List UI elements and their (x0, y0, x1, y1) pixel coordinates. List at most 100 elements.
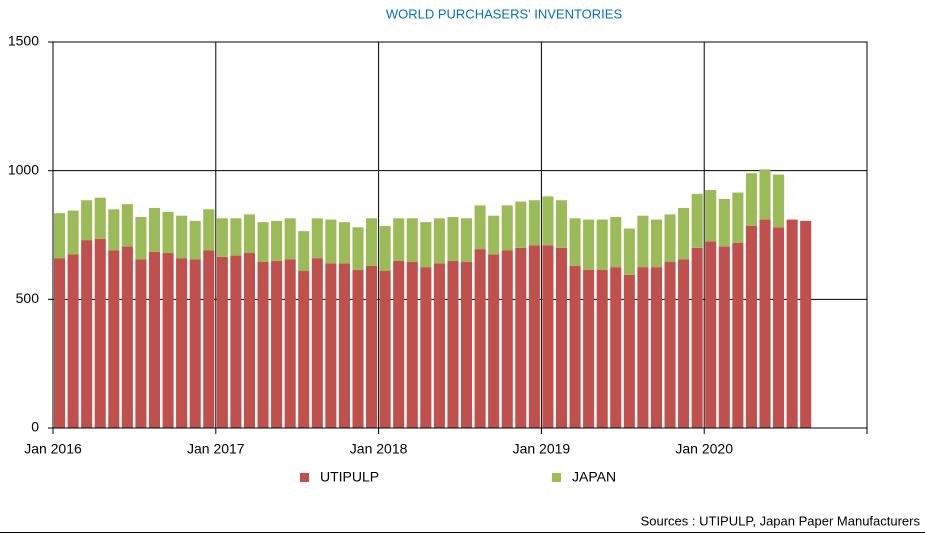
bar-segment (447, 260, 459, 428)
y-tick-label: 500 (16, 290, 40, 306)
bar-segment (94, 238, 106, 428)
bar-segment (773, 227, 785, 428)
bar-segment (650, 267, 662, 428)
bar-segment (67, 210, 79, 255)
x-tick-label: Jan 2016 (24, 441, 82, 457)
bar-segment (325, 263, 337, 428)
bar-segment (461, 262, 473, 428)
bar-segment (718, 198, 730, 247)
bar-segment (176, 215, 188, 259)
bar-segment (501, 205, 513, 251)
bar-segment (583, 269, 595, 428)
bar-segment (54, 258, 66, 428)
bar-segment (569, 218, 581, 266)
bar-segment (555, 247, 568, 428)
bar-segment (596, 269, 608, 428)
bar-segment (691, 247, 703, 428)
bar-segment (257, 222, 269, 263)
bar-segment (447, 216, 459, 261)
bar-segment (81, 240, 93, 428)
source-note: Sources : UTIPULP, Japan Paper Manufactu… (641, 513, 921, 528)
y-tick-label: 0 (31, 419, 39, 435)
bar-segment (623, 274, 635, 428)
bar-segment (800, 220, 812, 428)
bar-segment (705, 241, 717, 428)
chart-title: WORLD PURCHASERS' INVENTORIES (386, 6, 623, 21)
bar-segment (637, 215, 649, 268)
bar-segment (637, 267, 649, 428)
bar-segment (691, 193, 703, 248)
bar-segment (433, 218, 445, 264)
bar-segment (108, 250, 120, 428)
x-tick-label: Jan 2018 (350, 441, 408, 457)
bar-segment (433, 263, 445, 428)
bar-segment (366, 265, 378, 428)
bar-segment (596, 219, 608, 270)
bar-segment (121, 204, 133, 247)
bar-segment (189, 259, 201, 428)
legend-swatch (300, 473, 309, 482)
bar-segment (406, 262, 418, 428)
bar-segment (243, 253, 255, 428)
bar-segment (678, 207, 690, 260)
y-tick-label: 1000 (8, 161, 39, 177)
bar-segment (271, 260, 283, 428)
bar-segment (81, 200, 93, 241)
bar-segment (420, 222, 432, 268)
bar-segment (773, 174, 785, 228)
bar-segment (650, 219, 662, 268)
bar-segment (569, 265, 581, 428)
bar-segment (352, 269, 364, 428)
bar-segment (121, 246, 133, 428)
bar-segment (759, 219, 771, 428)
bar-segment (203, 250, 215, 428)
bar-segment (67, 254, 79, 428)
y-tick-label: 1500 (8, 33, 39, 49)
bar-segment (488, 254, 500, 428)
bar-segment (352, 227, 364, 270)
bar-segment (311, 218, 323, 259)
bar-segment (243, 214, 255, 254)
bar-segment (515, 247, 527, 428)
bar-segment (583, 219, 595, 270)
bar-segment (216, 218, 228, 257)
bar-segment (542, 245, 554, 428)
bar-segment (54, 213, 66, 259)
bar-segment (406, 218, 418, 263)
bar-segment (230, 255, 242, 428)
bar-segment (678, 259, 690, 428)
bar-segment (338, 222, 350, 264)
bar-segment (420, 267, 432, 428)
bar-segment (176, 258, 188, 428)
bar-segment (393, 260, 405, 428)
bar-segment (148, 251, 161, 428)
bar-segment (148, 207, 161, 252)
bar-segment (298, 231, 310, 272)
bar-segment (528, 200, 540, 246)
bar-segment (664, 262, 676, 428)
bar-segment (610, 216, 622, 268)
bar-segment (271, 220, 283, 261)
bar-segment (189, 220, 201, 260)
bar-segment (162, 211, 174, 254)
bar-segment (610, 267, 622, 428)
x-tick-label: Jan 2019 (513, 441, 571, 457)
bar-segment (461, 218, 473, 263)
bar-segment (759, 169, 771, 220)
bar-segment (542, 196, 554, 246)
bar-segment (284, 218, 296, 260)
bar-segment (555, 200, 568, 248)
bar-segment (338, 263, 350, 428)
bar-segment (216, 256, 228, 428)
bar-segment (298, 271, 310, 428)
bar-segment (528, 245, 540, 428)
bar-segment (515, 201, 527, 248)
bar-segment (257, 262, 269, 428)
bar-segment (203, 209, 215, 251)
bar-segment (786, 219, 798, 428)
bar-segment (135, 259, 147, 428)
bar-segment (366, 218, 378, 266)
bar-segment (745, 225, 757, 428)
bar-segment (325, 219, 337, 264)
